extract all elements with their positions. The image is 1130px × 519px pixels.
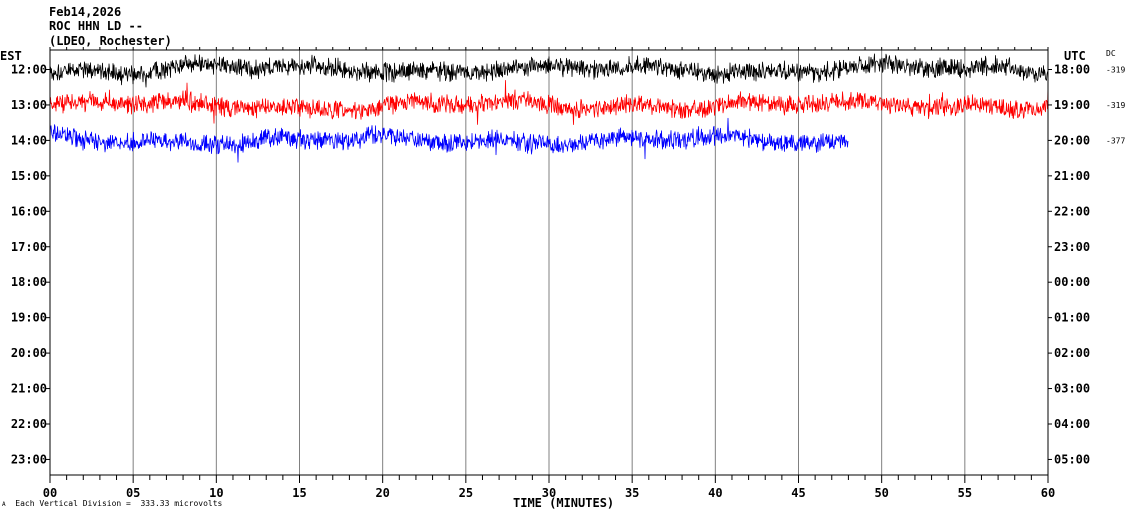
- x-tick-label-60: 60: [1041, 486, 1055, 500]
- left-hour-label-6: 18:00: [11, 275, 47, 289]
- right-hour-label-8: 02:00: [1054, 346, 1090, 360]
- left-hour-label-9: 21:00: [11, 382, 47, 396]
- left-hour-label-3: 15:00: [11, 169, 47, 183]
- right-hour-label-10: 04:00: [1054, 417, 1090, 431]
- x-tick-label-50: 50: [874, 486, 888, 500]
- dc-value-1: -319: [1106, 101, 1125, 110]
- x-tick-label-55: 55: [958, 486, 972, 500]
- left-hour-label-8: 20:00: [11, 346, 47, 360]
- trace-1200: [49, 53, 1049, 88]
- x-tick-label-40: 40: [708, 486, 722, 500]
- label-layer: 00 05 10 15 20 25 30 35 40 45 50 55 60 12:00 18:00 13:0…: [11, 63, 1126, 501]
- right-hour-label-2: 20:00: [1054, 133, 1090, 147]
- x-tick-label-10: 10: [209, 486, 223, 500]
- footnote-text: Each Vertical Division = 333.33 microvol…: [15, 499, 223, 508]
- left-hour-label-11: 23:00: [11, 452, 47, 466]
- x-tick-label-25: 25: [459, 486, 473, 500]
- x-tick-label-35: 35: [625, 486, 639, 500]
- tick-layer: [46, 47, 1052, 483]
- right-hour-label-9: 03:00: [1054, 382, 1090, 396]
- x-axis-title: TIME (MINUTES): [513, 496, 615, 510]
- dc-value-0: -319: [1106, 66, 1125, 75]
- trace-1400: [49, 117, 849, 163]
- footnote-mark: A: [2, 501, 6, 508]
- x-tick-label-05: 05: [126, 486, 140, 500]
- dc-value-2: -377: [1106, 136, 1125, 145]
- trace-layer: [49, 53, 1049, 163]
- plot-date: Feb14,2026: [49, 5, 122, 19]
- left-hour-label-7: 19:00: [11, 311, 47, 325]
- left-hour-label-5: 17:00: [11, 240, 47, 254]
- right-hour-label-5: 23:00: [1054, 240, 1090, 254]
- right-hour-label-3: 21:00: [1054, 169, 1090, 183]
- right-hour-label-4: 22:00: [1054, 204, 1090, 218]
- dc-offset-header: DC: [1106, 49, 1116, 58]
- left-hour-label-1: 13:00: [11, 98, 47, 112]
- x-tick-label-20: 20: [375, 486, 389, 500]
- right-hour-label-0: 18:00: [1054, 63, 1090, 77]
- grid-layer: [132, 50, 966, 475]
- left-timezone-label: EST: [0, 49, 22, 63]
- left-hour-label-4: 16:00: [11, 204, 47, 218]
- station-code: ROC HHN LD --: [49, 19, 143, 33]
- right-hour-label-7: 01:00: [1054, 311, 1090, 325]
- left-hour-label-2: 14:00: [11, 133, 47, 147]
- right-hour-label-11: 05:00: [1054, 452, 1090, 466]
- right-hour-label-6: 00:00: [1054, 275, 1090, 289]
- right-timezone-label: UTC: [1064, 49, 1086, 63]
- x-tick-label-15: 15: [292, 486, 306, 500]
- vertical-division-footnote: A Each Vertical Division = 333.33 microv…: [2, 499, 222, 508]
- left-hour-label-10: 22:00: [11, 417, 47, 431]
- left-hour-label-0: 12:00: [11, 63, 47, 77]
- right-hour-label-1: 19:00: [1054, 98, 1090, 112]
- x-tick-label-45: 45: [791, 486, 805, 500]
- x-tick-label-30: 30: [542, 486, 556, 500]
- x-tick-label-00: 00: [43, 486, 57, 500]
- network-name: (LDEO, Rochester): [49, 34, 172, 48]
- trace-1300: [49, 80, 1049, 125]
